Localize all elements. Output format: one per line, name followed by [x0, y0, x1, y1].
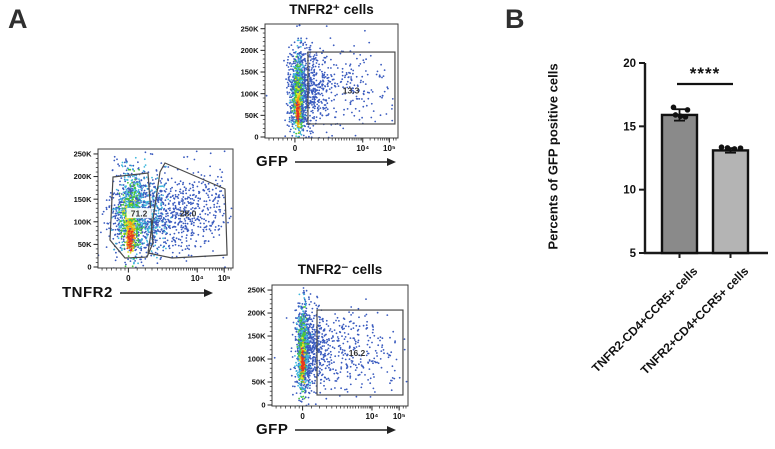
flow-plot-gating: 0 50K 100K 150K 200K 250K 0 10⁴ 10⁵ 71.2 28.0: [55, 141, 251, 291]
x-axis-label-gfp: GFP: [256, 421, 289, 438]
svg-text:250K: 250K: [241, 24, 260, 33]
svg-text:10⁴: 10⁴: [356, 144, 369, 153]
flow-plot-gating-xaxis: TNFR2: [62, 284, 214, 301]
svg-text:28.0: 28.0: [180, 209, 197, 219]
flow-plot-tnfr2pos: 0 50K 100K 150K 200K 250K 0 10⁴ 10⁵ 13.3: [222, 16, 418, 162]
panel-b-label: B: [505, 4, 526, 34]
x-axis-label-tnfr2: TNFR2: [62, 284, 113, 301]
svg-text:10⁴: 10⁴: [191, 274, 204, 283]
panel-a-label: A: [8, 4, 29, 34]
svg-text:150K: 150K: [74, 195, 93, 204]
flow-plot-tnfr2neg-title: TNFR2⁻ cells: [297, 262, 383, 277]
svg-text:250K: 250K: [74, 150, 93, 159]
svg-text:0: 0: [293, 144, 298, 153]
flow-plot-tnfr2neg-xaxis: GFP: [256, 421, 397, 438]
bar-category-label-tnfr2neg: TNFR2-CD4+CCR5+ cells: [588, 264, 700, 376]
x-axis-arrow-icon: [295, 157, 397, 166]
svg-text:0: 0: [254, 133, 258, 142]
svg-text:10⁵: 10⁵: [218, 274, 231, 283]
x-axis-arrow-icon: [119, 288, 213, 297]
svg-text:150K: 150K: [241, 68, 260, 77]
svg-text:71.2: 71.2: [131, 209, 148, 219]
flow-plot-tnfr2pos-canvas: 0 50K 100K 150K 200K 250K 0 10⁴ 10⁵ 13.3: [241, 23, 399, 153]
x-axis-arrow-icon: [295, 425, 397, 434]
svg-text:0: 0: [87, 263, 91, 272]
svg-text:200K: 200K: [241, 46, 260, 55]
svg-text:100K: 100K: [241, 89, 260, 98]
svg-text:10⁵: 10⁵: [383, 144, 396, 153]
flow-plot-gating-canvas: 0 50K 100K 150K 200K 250K 0 10⁴ 10⁵ 71.2 28.0: [74, 148, 234, 283]
bar-chart-y-axis-title: Percents of GFP positive cells: [545, 63, 561, 250]
flow-plot-tnfr2neg: 0 50K 100K 150K 200K 250K 0 10⁴ 10⁵ 16.2: [229, 277, 425, 429]
svg-text:50K: 50K: [245, 111, 259, 120]
bar-chart: 5 10 15 20 ****: [600, 40, 775, 280]
x-axis-label-gfp: GFP: [256, 153, 289, 170]
flow-plot-tnfr2pos-xaxis: GFP: [256, 153, 397, 170]
svg-text:200K: 200K: [74, 172, 93, 181]
svg-text:50K: 50K: [78, 240, 92, 249]
bar-category-label-tnfr2pos: TNFR2+CD4+CCR5+ cells: [637, 264, 751, 378]
svg-text:0: 0: [126, 274, 131, 283]
svg-text:13.3: 13.3: [343, 85, 360, 95]
svg-text:100K: 100K: [74, 217, 93, 226]
flow-plot-tnfr2pos-title: TNFR2⁺ cells: [289, 2, 374, 17]
